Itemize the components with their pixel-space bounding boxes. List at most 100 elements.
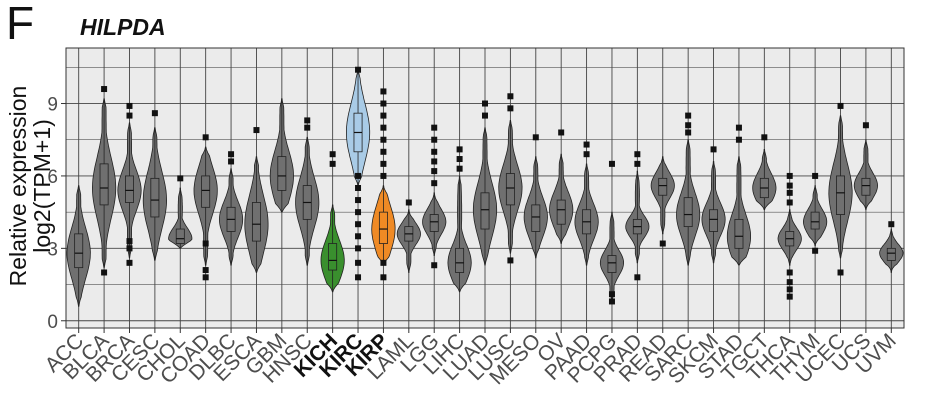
violin-read <box>650 156 675 247</box>
outlier-point <box>355 245 362 252</box>
outlier-point <box>482 100 488 107</box>
outlier-point <box>786 182 793 189</box>
outlier-point <box>786 172 793 179</box>
box <box>74 233 84 269</box>
violin-lgg <box>422 124 447 269</box>
outlier-point <box>380 100 387 107</box>
violin-thym <box>802 172 828 254</box>
box <box>251 202 261 242</box>
outlier-point <box>355 209 362 216</box>
outlier-point <box>380 172 387 179</box>
box <box>683 197 693 228</box>
outlier-point <box>634 160 641 167</box>
y-axis: 0 3 6 9 <box>47 95 66 333</box>
violin-ucs <box>853 122 879 211</box>
outlier-point <box>888 221 895 228</box>
box <box>607 255 617 273</box>
box <box>150 177 160 218</box>
box <box>328 243 338 271</box>
outlier-point <box>431 124 438 131</box>
box <box>277 156 287 191</box>
violin-lihc <box>447 146 472 293</box>
box <box>836 175 845 215</box>
outlier-point <box>355 259 362 266</box>
outlier-point <box>735 136 742 143</box>
outlier-point <box>126 259 133 266</box>
outlier-point <box>456 165 463 172</box>
y-axis-label-line1: Relative expression <box>5 86 31 287</box>
violin-kich <box>320 151 345 293</box>
violins <box>66 66 904 307</box>
box <box>531 204 541 232</box>
violin-thca <box>777 172 802 300</box>
violin-kirp <box>371 88 396 281</box>
box <box>709 209 719 232</box>
outlier-point <box>634 274 641 281</box>
outlier-point <box>812 247 819 254</box>
box <box>99 163 109 206</box>
outlier-point <box>532 134 539 141</box>
y-tick-label: 9 <box>47 95 58 116</box>
outlier-point <box>329 160 336 167</box>
outlier-point <box>202 267 209 274</box>
box <box>505 173 515 206</box>
outlier-point <box>355 197 362 204</box>
outlier-point <box>380 148 387 155</box>
outlier-point <box>431 180 438 187</box>
violin-uvm <box>879 221 904 273</box>
outlier-point <box>431 148 438 155</box>
outlier-point <box>355 274 362 281</box>
outlier-point <box>685 112 692 119</box>
outlier-point <box>608 160 615 167</box>
outlier-point <box>634 151 641 158</box>
outlier-point <box>126 245 133 252</box>
violin-acc <box>66 185 91 307</box>
outlier-point <box>329 151 336 158</box>
outlier-point <box>202 240 209 247</box>
violin-pcpg <box>599 160 624 305</box>
box <box>810 211 820 230</box>
violin-dlbc <box>218 151 244 266</box>
violin-kirc <box>346 66 371 281</box>
chart-title: HILPDA <box>80 14 166 40</box>
violin-tgct <box>752 134 777 211</box>
outlier-point <box>355 233 362 240</box>
outlier-point <box>837 102 844 109</box>
outlier-point <box>405 199 412 206</box>
x-axis: ACCBLCABRCACESCCHOLCOADDLBCESCAGBMHNSCKI… <box>41 328 901 389</box>
outlier-point <box>380 259 387 266</box>
box <box>556 199 566 225</box>
outlier-point <box>126 238 133 245</box>
outlier-point <box>380 274 387 281</box>
y-axis-label-line2: log2(TPM+1) <box>29 119 55 253</box>
outlier-point <box>786 293 793 300</box>
outlier-point <box>228 151 235 158</box>
violin-laml <box>396 199 421 273</box>
box <box>480 192 490 230</box>
outlier-point <box>862 122 869 129</box>
violin-luad <box>472 100 498 266</box>
outlier-point <box>431 158 438 165</box>
y-tick-label: 0 <box>47 312 58 333</box>
box <box>378 211 388 244</box>
box <box>429 214 439 232</box>
outlier-point <box>837 269 844 276</box>
violin-esca <box>244 127 269 273</box>
outlier-point <box>558 129 565 136</box>
outlier-point <box>431 136 438 143</box>
violin-coad <box>193 134 218 281</box>
outlier-point <box>151 110 158 117</box>
violin-chol <box>168 175 193 249</box>
outlier-point <box>507 93 514 100</box>
outlier-point <box>202 274 209 281</box>
outlier-point <box>228 158 235 165</box>
outlier-point <box>126 102 133 109</box>
outlier-point <box>659 240 666 247</box>
violin-paad <box>574 141 599 266</box>
outlier-point <box>761 134 768 141</box>
outlier-point <box>431 262 438 269</box>
outlier-point <box>583 141 590 148</box>
outlier-point <box>126 112 133 119</box>
violin-prad <box>625 151 650 281</box>
